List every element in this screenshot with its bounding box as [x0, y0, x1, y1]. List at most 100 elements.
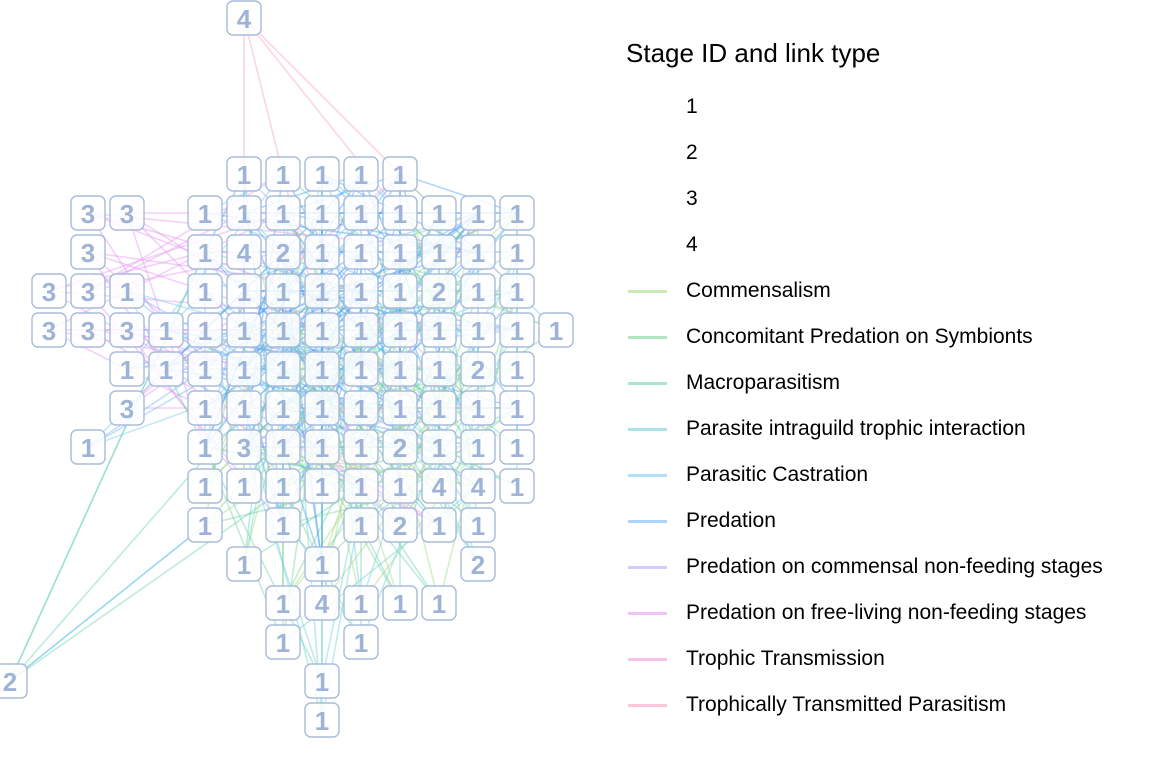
stage-node[interactable]: 2: [382, 429, 418, 465]
stage-node[interactable]: 1: [187, 468, 223, 504]
stage-node[interactable]: 1: [343, 351, 379, 387]
stage-node[interactable]: 1: [382, 585, 418, 621]
stage-node[interactable]: 1: [460, 429, 496, 465]
stage-node[interactable]: 1: [226, 546, 262, 582]
stage-node[interactable]: 1: [304, 429, 340, 465]
stage-node[interactable]: 2: [382, 507, 418, 543]
stage-node[interactable]: 1: [109, 273, 145, 309]
stage-node[interactable]: 1: [304, 390, 340, 426]
stage-node[interactable]: 2: [421, 273, 457, 309]
stage-node[interactable]: 1: [343, 468, 379, 504]
stage-node[interactable]: 1: [343, 156, 379, 192]
stage-node[interactable]: 1: [304, 546, 340, 582]
stage-node[interactable]: 1: [265, 429, 301, 465]
stage-node[interactable]: 1: [499, 195, 535, 231]
stage-node[interactable]: 1: [343, 507, 379, 543]
stage-node[interactable]: 1: [226, 312, 262, 348]
stage-node[interactable]: 3: [70, 195, 106, 231]
stage-node[interactable]: 1: [187, 507, 223, 543]
stage-node[interactable]: 1: [187, 351, 223, 387]
stage-node[interactable]: 1: [499, 429, 535, 465]
stage-node[interactable]: 1: [343, 273, 379, 309]
stage-node[interactable]: 1: [187, 429, 223, 465]
stage-node[interactable]: 1: [187, 234, 223, 270]
stage-node[interactable]: 1: [382, 195, 418, 231]
stage-node[interactable]: 3: [70, 312, 106, 348]
stage-node[interactable]: 1: [421, 351, 457, 387]
stage-node[interactable]: 1: [187, 273, 223, 309]
stage-node[interactable]: 1: [499, 273, 535, 309]
stage-node[interactable]: 1: [304, 156, 340, 192]
stage-node[interactable]: 1: [499, 468, 535, 504]
stage-node[interactable]: 1: [382, 351, 418, 387]
stage-node[interactable]: 3: [31, 312, 67, 348]
stage-node[interactable]: 1: [304, 351, 340, 387]
stage-node[interactable]: 4: [304, 585, 340, 621]
stage-node[interactable]: 1: [304, 663, 340, 699]
stage-node[interactable]: 1: [304, 273, 340, 309]
stage-node[interactable]: 1: [187, 195, 223, 231]
stage-node[interactable]: 1: [421, 234, 457, 270]
stage-node[interactable]: 1: [499, 234, 535, 270]
stage-node[interactable]: 2: [460, 351, 496, 387]
stage-node[interactable]: 1: [265, 156, 301, 192]
stage-node[interactable]: 1: [460, 390, 496, 426]
stage-node[interactable]: 1: [460, 195, 496, 231]
stage-node[interactable]: 1: [148, 351, 184, 387]
stage-node[interactable]: 3: [109, 312, 145, 348]
stage-node[interactable]: 1: [187, 390, 223, 426]
stage-node[interactable]: 1: [382, 390, 418, 426]
stage-node[interactable]: 1: [343, 390, 379, 426]
stage-node[interactable]: 1: [70, 429, 106, 465]
stage-node[interactable]: 1: [460, 312, 496, 348]
stage-node[interactable]: 1: [421, 507, 457, 543]
stage-node[interactable]: 1: [187, 312, 223, 348]
stage-node[interactable]: 1: [421, 429, 457, 465]
stage-node[interactable]: 1: [265, 312, 301, 348]
stage-node[interactable]: 1: [265, 273, 301, 309]
stage-node[interactable]: 1: [421, 390, 457, 426]
stage-node[interactable]: 1: [382, 468, 418, 504]
stage-node[interactable]: 3: [70, 273, 106, 309]
stage-node[interactable]: 3: [226, 429, 262, 465]
stage-node[interactable]: 1: [343, 312, 379, 348]
stage-node[interactable]: 1: [343, 585, 379, 621]
stage-node[interactable]: 1: [304, 312, 340, 348]
stage-node[interactable]: 1: [265, 468, 301, 504]
stage-node[interactable]: 1: [109, 351, 145, 387]
stage-node[interactable]: 1: [265, 507, 301, 543]
stage-node[interactable]: 1: [421, 585, 457, 621]
stage-node[interactable]: 4: [460, 468, 496, 504]
stage-node[interactable]: 3: [70, 234, 106, 270]
stage-node[interactable]: 4: [226, 234, 262, 270]
stage-node[interactable]: 4: [226, 0, 262, 36]
stage-node[interactable]: 1: [382, 156, 418, 192]
stage-node[interactable]: 2: [0, 663, 28, 699]
stage-node[interactable]: 1: [265, 351, 301, 387]
stage-node[interactable]: 1: [382, 273, 418, 309]
stage-node[interactable]: 1: [226, 195, 262, 231]
stage-node[interactable]: 1: [460, 234, 496, 270]
stage-node[interactable]: 1: [421, 312, 457, 348]
stage-node[interactable]: 1: [304, 195, 340, 231]
stage-node[interactable]: 1: [226, 273, 262, 309]
stage-node[interactable]: 1: [265, 624, 301, 660]
stage-node[interactable]: 1: [265, 390, 301, 426]
stage-node[interactable]: 1: [226, 351, 262, 387]
stage-node[interactable]: 1: [148, 312, 184, 348]
stage-node[interactable]: 1: [499, 390, 535, 426]
stage-node[interactable]: 1: [226, 390, 262, 426]
stage-node[interactable]: 1: [343, 195, 379, 231]
stage-node[interactable]: 1: [460, 507, 496, 543]
stage-node[interactable]: 1: [304, 234, 340, 270]
stage-node[interactable]: 3: [109, 195, 145, 231]
stage-node[interactable]: 1: [304, 702, 340, 738]
stage-node[interactable]: 1: [382, 312, 418, 348]
stage-node[interactable]: 1: [343, 234, 379, 270]
stage-node[interactable]: 1: [538, 312, 574, 348]
stage-node[interactable]: 1: [499, 312, 535, 348]
stage-node[interactable]: 1: [343, 429, 379, 465]
stage-node[interactable]: 1: [343, 624, 379, 660]
stage-node[interactable]: 3: [31, 273, 67, 309]
stage-node[interactable]: 1: [226, 156, 262, 192]
